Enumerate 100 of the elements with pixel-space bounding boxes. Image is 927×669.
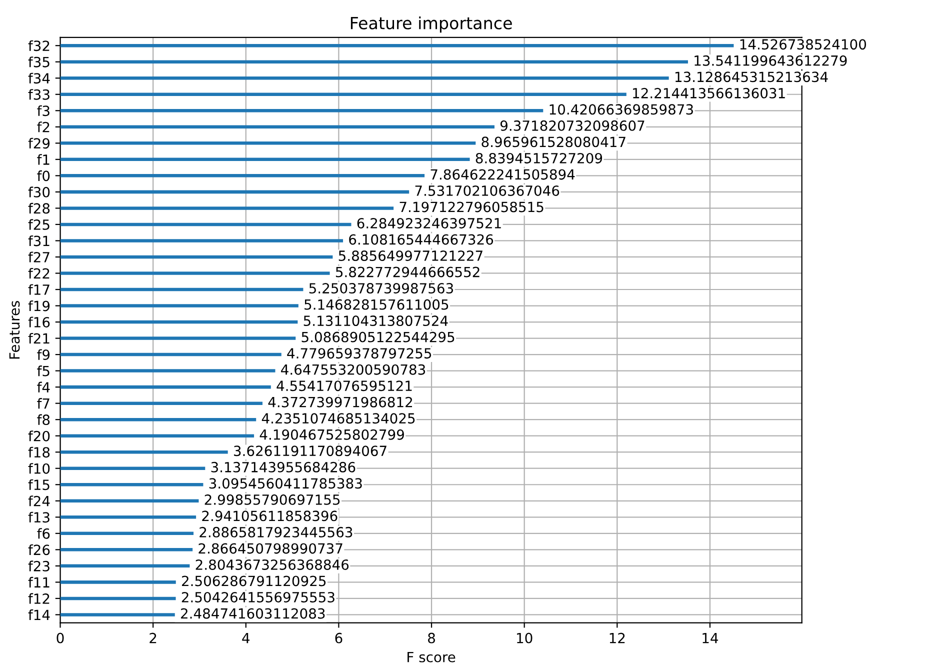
bar <box>60 613 176 616</box>
y-tick-label: f9 <box>37 349 50 360</box>
y-tick-label: f25 <box>28 219 50 230</box>
data-label: 5.0868905122544295 <box>302 332 454 342</box>
bar <box>60 60 689 64</box>
bar <box>60 142 476 145</box>
bar <box>60 516 197 519</box>
data-label: 3.0954560411785383 <box>209 478 362 489</box>
data-label: 7.531702106367046 <box>415 185 560 196</box>
data-label: 5.885649977121227 <box>338 250 482 262</box>
x-tick-label: 8 <box>428 632 435 644</box>
bar <box>60 288 304 292</box>
bar <box>60 222 352 226</box>
y-tick-label: f20 <box>28 430 50 442</box>
bar <box>60 548 194 552</box>
bar <box>60 418 257 422</box>
x-tick-label: 0 <box>56 632 64 644</box>
data-label: 5.822772944666552 <box>336 266 480 278</box>
data-label: 8.8394515727209 <box>476 152 602 164</box>
x-axis-title: F score <box>408 652 456 662</box>
data-label: 4.372739971986812 <box>268 396 412 408</box>
data-label: 7.197122796058515 <box>400 202 544 212</box>
y-tick-label: f34 <box>28 72 50 84</box>
y-tick-label: f13 <box>28 512 50 523</box>
y-tick-label: f23 <box>28 560 50 572</box>
data-label: 13.128645315213634 <box>675 72 828 82</box>
chart-title: Feature importance <box>350 16 512 33</box>
x-tick-label: 6 <box>335 632 342 644</box>
data-label: 2.484741603112083 <box>181 608 325 619</box>
data-label: 12.214413566136031 <box>633 88 785 98</box>
data-label: 2.506286791120925 <box>182 576 326 586</box>
bar <box>60 483 204 486</box>
bar <box>60 402 264 405</box>
data-label: 4.2351074685134025 <box>262 413 415 424</box>
bar <box>60 580 177 584</box>
bar <box>60 109 544 112</box>
x-tick-label: 12 <box>610 632 625 644</box>
y-tick-label: f22 <box>28 268 50 279</box>
bar <box>60 466 206 470</box>
data-label: 4.779659378797255 <box>287 348 432 359</box>
y-tick-label: f31 <box>28 235 50 246</box>
y-tick-label: f6 <box>37 528 50 539</box>
x-tick-label: 2 <box>150 632 156 644</box>
y-tick-label: f29 <box>28 138 50 149</box>
y-tick-label: f11 <box>28 576 50 588</box>
bar <box>60 434 255 438</box>
data-label: 2.8865817923445563 <box>200 526 352 538</box>
data-label: 3.6261191170894067 <box>234 446 386 456</box>
data-label: 4.647553200590783 <box>281 364 426 375</box>
data-label: 7.864622241505894 <box>430 169 575 180</box>
bar <box>60 76 670 80</box>
y-tick-label: f21 <box>28 333 50 344</box>
bar <box>60 255 334 259</box>
data-label: 2.866450798990737 <box>198 543 342 554</box>
bar <box>60 44 734 48</box>
y-tick-label: f16 <box>28 316 50 328</box>
y-tick-label: f7 <box>37 398 50 409</box>
y-tick-label: f17 <box>28 284 50 295</box>
bar <box>60 450 229 454</box>
bar <box>60 336 296 340</box>
x-tick-label: 14 <box>702 632 718 644</box>
bar <box>60 532 194 536</box>
data-label: 5.250378739987563 <box>309 283 454 294</box>
bar <box>60 206 394 210</box>
y-tick-label: f1 <box>37 154 50 165</box>
y-tick-label: f4 <box>37 382 50 392</box>
data-label: 2.8043673256368846 <box>196 559 349 570</box>
bar <box>60 174 426 178</box>
y-tick-label: f30 <box>28 186 50 198</box>
bar <box>60 125 496 129</box>
y-tick-label: f14 <box>28 609 50 620</box>
bar <box>60 92 628 96</box>
data-label: 10.42066369859873 <box>550 104 693 115</box>
bar <box>60 352 282 356</box>
y-tick-label: f24 <box>28 496 50 506</box>
bar <box>60 272 330 275</box>
y-tick-label: f10 <box>28 463 50 474</box>
data-label: 6.284923246397521 <box>357 218 501 228</box>
y-axis-title: Features <box>9 300 20 359</box>
y-tick-label: f2 <box>37 122 50 132</box>
y-tick-label: f5 <box>37 366 50 376</box>
y-tick-label: f27 <box>28 252 50 262</box>
y-tick-label: f33 <box>28 89 50 100</box>
y-tick-label: f15 <box>28 479 50 490</box>
y-tick-label: f18 <box>28 446 50 458</box>
data-label: 14.526738524100 <box>740 39 866 50</box>
data-label: 4.55417076595121 <box>276 380 412 392</box>
bar <box>60 596 176 600</box>
x-tick-label: 4 <box>242 632 250 644</box>
bar <box>60 239 344 242</box>
data-label: 9.371820732098607 <box>500 120 644 131</box>
y-tick-label: f28 <box>28 202 50 214</box>
y-tick-label: f32 <box>28 40 50 52</box>
data-label: 8.965961528080417 <box>482 136 626 148</box>
y-tick-label: f26 <box>28 544 50 556</box>
y-tick-label: f8 <box>37 414 50 426</box>
y-tick-label: f3 <box>37 105 50 116</box>
bar <box>60 304 300 308</box>
y-tick-label: f35 <box>28 56 50 68</box>
y-tick-label: f0 <box>37 170 50 182</box>
